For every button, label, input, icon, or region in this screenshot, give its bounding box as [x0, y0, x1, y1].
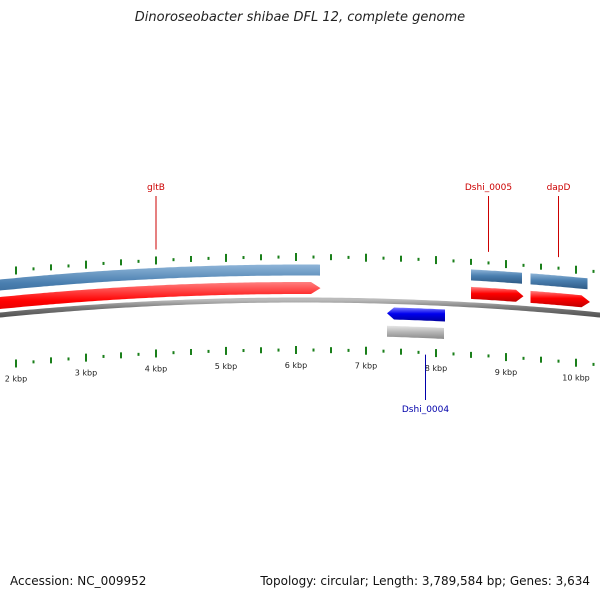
map-title: Dinoroseobacter shibae DFL 12, complete …: [134, 10, 466, 25]
feature-label-gltB[interactable]: gltB: [147, 183, 165, 193]
scale-tick-label: 9 kbp: [495, 368, 517, 377]
feature-label-Dshi_0005[interactable]: Dshi_0005: [465, 183, 512, 193]
cds-arrow-Dshi_0004[interactable]: [387, 307, 445, 322]
cds-arrow-dapD[interactable]: [530, 290, 591, 308]
scale-tick-label: 6 kbp: [285, 361, 307, 370]
scale-tick-label: 7 kbp: [355, 362, 377, 371]
gene-bar-Dshi_0005[interactable]: [471, 269, 522, 284]
scale-tick-label: 8 kbp: [425, 364, 447, 373]
scale-tick-label: 10 kbp: [562, 374, 590, 383]
scale-ticks: 2 kbp 3 kbp 4 kbp 5 kbp 6 kbp 7 kbp 8 kbp 9 kbp…: [5, 253, 595, 383]
scale-tick-label: 4 kbp: [145, 364, 167, 373]
cds-arrow-Dshi_0005[interactable]: [471, 286, 524, 302]
gene-bar-dapD[interactable]: [530, 273, 588, 290]
feature-labels: gltB Dshi_0004 Dshi_0005 dapD: [147, 183, 570, 415]
scale-tick-label: 5 kbp: [215, 362, 237, 371]
genome-summary-text: Topology: circular; Length: 3,789,584 bp…: [260, 574, 590, 588]
feature-label-dapD[interactable]: dapD: [547, 183, 571, 193]
scale-tick-label: 2 kbp: [5, 374, 27, 383]
feature-label-Dshi_0004[interactable]: Dshi_0004: [402, 405, 450, 415]
cds-arrow-gltB[interactable]: [0, 282, 321, 324]
gene-bar-gltB[interactable]: [0, 264, 320, 306]
feature-tracks: [0, 264, 600, 339]
genome-backbone: [0, 297, 600, 318]
gene-bar-Dshi_0004[interactable]: [387, 325, 444, 339]
accession-text: Accession: NC_009952: [10, 574, 147, 588]
scale-tick-label: 3 kbp: [75, 369, 97, 378]
